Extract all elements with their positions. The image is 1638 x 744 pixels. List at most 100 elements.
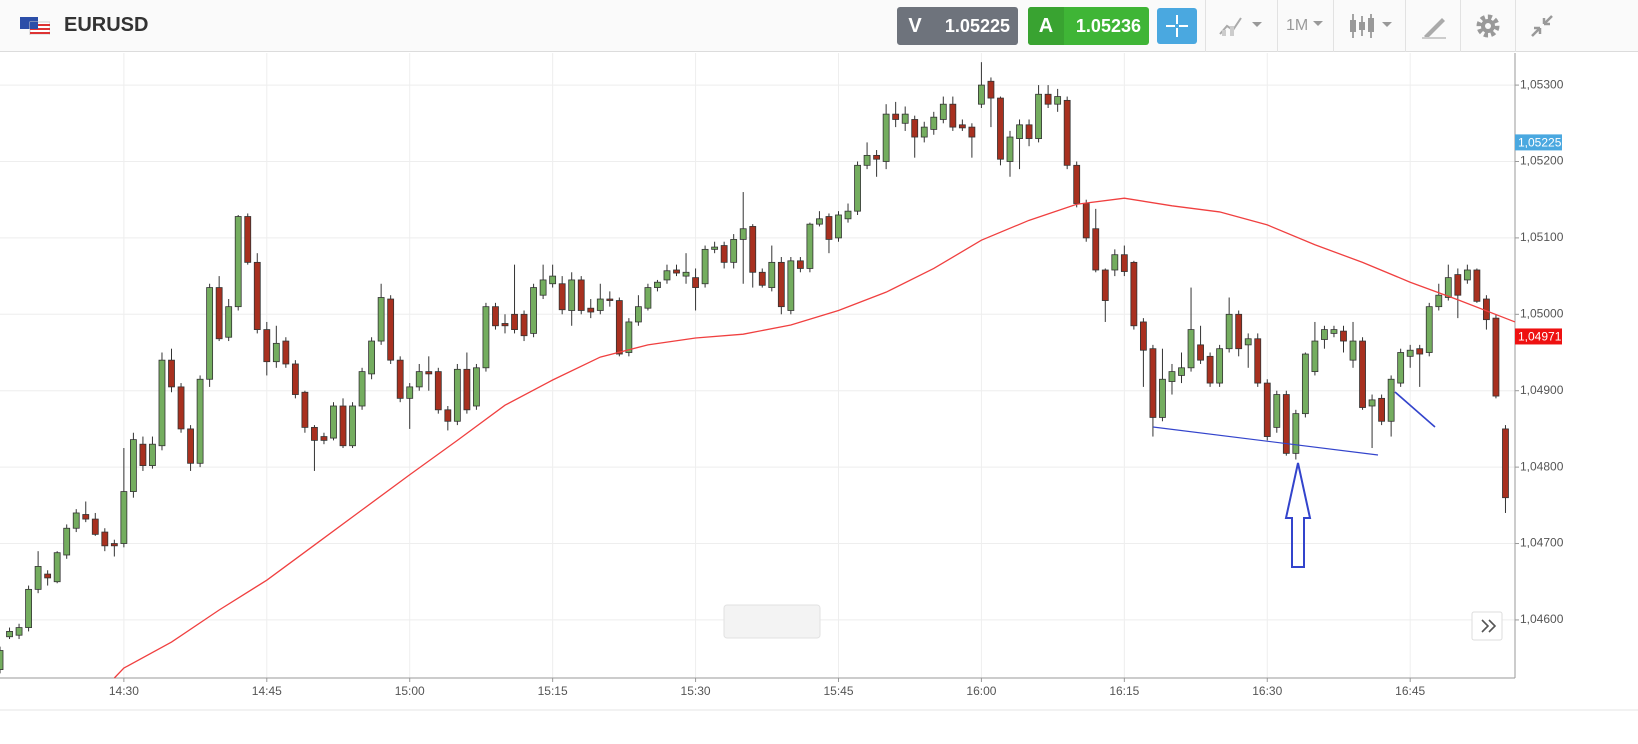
candle-body xyxy=(1006,136,1014,162)
candle-body xyxy=(1463,269,1471,281)
trend-line xyxy=(1152,426,1379,456)
collapse-button[interactable] xyxy=(1528,12,1556,40)
candle-body xyxy=(206,287,214,380)
draw-button[interactable] xyxy=(1420,12,1448,40)
candle-body xyxy=(939,103,947,120)
buy-button[interactable]: A 1.05236 xyxy=(1028,7,1149,45)
candle-body xyxy=(129,439,137,492)
candle-body xyxy=(320,436,328,441)
scroll-handle[interactable] xyxy=(723,604,821,639)
separator xyxy=(1515,0,1516,52)
candle-body xyxy=(1101,269,1109,301)
candle-body xyxy=(1044,93,1052,105)
moving-average xyxy=(113,197,1516,679)
candle-body xyxy=(920,126,928,138)
price-marker xyxy=(1515,328,1562,345)
candle-body xyxy=(1340,330,1347,342)
x-tick-label: 15:00 xyxy=(395,684,425,698)
candle-body xyxy=(997,97,1004,160)
candle-body xyxy=(1397,352,1405,384)
candle-body xyxy=(1273,394,1281,428)
candle-body xyxy=(1197,344,1204,361)
candle-body xyxy=(1178,367,1185,376)
candle-body xyxy=(34,566,42,590)
candle-body xyxy=(215,287,223,340)
candle-body xyxy=(1130,261,1138,327)
candle-body xyxy=(835,214,842,239)
candle-body xyxy=(882,113,890,162)
candle-body xyxy=(406,386,414,399)
candle-body xyxy=(6,630,13,638)
candle-body xyxy=(1025,124,1033,139)
candle-body xyxy=(1368,399,1376,407)
candle-body xyxy=(234,216,242,308)
candle-body xyxy=(1473,269,1481,302)
separator xyxy=(1277,0,1278,52)
candle-body xyxy=(0,650,4,670)
candle-body xyxy=(1225,313,1233,350)
price-marker-label: 1,04971 xyxy=(1518,330,1562,344)
candle-body xyxy=(473,367,480,407)
candle-body xyxy=(168,359,175,388)
candle-body xyxy=(72,512,80,529)
candle-body xyxy=(1111,254,1119,271)
sell-price: 1.05225 xyxy=(944,15,1010,36)
candle-body xyxy=(968,126,976,138)
candle-body xyxy=(463,368,471,411)
candle-body xyxy=(1435,294,1443,308)
timeframe-button[interactable]: 1M xyxy=(1286,17,1309,34)
candle-body xyxy=(15,627,23,636)
candle-body xyxy=(25,588,32,628)
candle-body xyxy=(263,329,271,363)
candle-body xyxy=(1301,353,1309,415)
candle-body xyxy=(634,306,642,323)
candle-body xyxy=(387,298,395,361)
candle-body xyxy=(1263,382,1271,437)
candle-body xyxy=(358,371,366,407)
candle-body xyxy=(187,428,194,464)
candle-body xyxy=(253,261,261,330)
candle-body xyxy=(1035,93,1042,139)
candle-body xyxy=(453,368,461,422)
candle-body xyxy=(225,306,233,338)
separator xyxy=(1405,0,1406,52)
candle-body xyxy=(1378,397,1386,422)
candle-body xyxy=(511,313,518,330)
y-tick-label: 1,05300 xyxy=(1520,77,1564,91)
candle-body xyxy=(434,371,442,411)
candle-body xyxy=(1092,228,1100,271)
candle-body xyxy=(711,246,719,250)
candle-body xyxy=(330,405,337,439)
candle-body xyxy=(1444,277,1452,298)
x-tick-label: 15:15 xyxy=(538,684,568,698)
candle-style-button[interactable] xyxy=(1348,12,1398,40)
candle-body xyxy=(682,271,690,277)
buy-price: 1.05236 xyxy=(1075,15,1141,36)
candle-body xyxy=(558,283,566,311)
candle-body xyxy=(120,491,128,544)
arrow-annotation xyxy=(1284,462,1312,568)
x-tick-label: 16:00 xyxy=(966,684,996,698)
candle-body xyxy=(663,270,671,281)
separator xyxy=(1460,0,1461,52)
separator xyxy=(1333,0,1334,52)
trend-line xyxy=(1394,391,1436,428)
candle-body xyxy=(501,323,509,327)
chart-type-button[interactable] xyxy=(1218,14,1268,38)
candle-body xyxy=(282,340,290,365)
y-tick-label: 1,04600 xyxy=(1520,612,1564,626)
y-tick-label: 1,04800 xyxy=(1520,459,1564,473)
candle-body xyxy=(739,228,747,240)
candle-body xyxy=(758,271,766,286)
settings-button[interactable] xyxy=(1474,12,1502,40)
candle-body xyxy=(91,518,99,535)
candle-body xyxy=(1311,340,1319,373)
candle-body xyxy=(415,371,423,388)
crosshair-button[interactable] xyxy=(1157,8,1197,44)
candle-body xyxy=(787,260,795,311)
candle-body xyxy=(1149,348,1157,418)
sell-button[interactable]: V 1.05225 xyxy=(897,7,1018,45)
candle-body xyxy=(1187,329,1195,369)
